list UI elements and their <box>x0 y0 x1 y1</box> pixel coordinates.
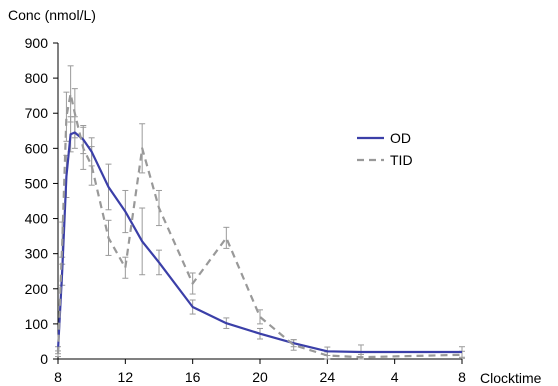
y-tick-label: 600 <box>25 140 49 156</box>
legend-label-tid: TID <box>390 152 413 168</box>
series-lines <box>56 92 463 359</box>
y-tick-label: 100 <box>25 316 49 332</box>
y-tick-label: 300 <box>25 246 49 262</box>
y-tick-label: 400 <box>25 211 49 227</box>
x-tick-label: 20 <box>252 369 268 385</box>
y-tick-label: 0 <box>40 351 48 367</box>
axes: 0 100 200 300 400 500 600 700 800 900 8 12 16 20 24 4 8 <box>25 35 466 385</box>
x-tick-label: 24 <box>320 369 336 385</box>
x-axis-title: Clocktime <box>480 370 542 386</box>
series-line-tid <box>56 92 463 359</box>
y-tick-label: 200 <box>25 281 49 297</box>
y-tick-label: 500 <box>25 175 49 191</box>
y-tick-label: 800 <box>25 70 49 86</box>
x-tick-label: 8 <box>54 369 62 385</box>
legend-label-od: OD <box>390 130 411 146</box>
x-tick-label: 12 <box>118 369 134 385</box>
error-bars <box>55 65 465 360</box>
y-tick-label: 900 <box>25 35 49 51</box>
y-axis-title: Conc (nmol/L) <box>8 7 96 23</box>
x-tick-label: 8 <box>458 369 466 385</box>
legend: OD TID <box>357 130 413 168</box>
x-tick-label: 4 <box>391 369 399 385</box>
y-tick-label: 700 <box>25 105 49 121</box>
x-tick-label: 16 <box>185 369 201 385</box>
series-line-od <box>56 131 462 354</box>
